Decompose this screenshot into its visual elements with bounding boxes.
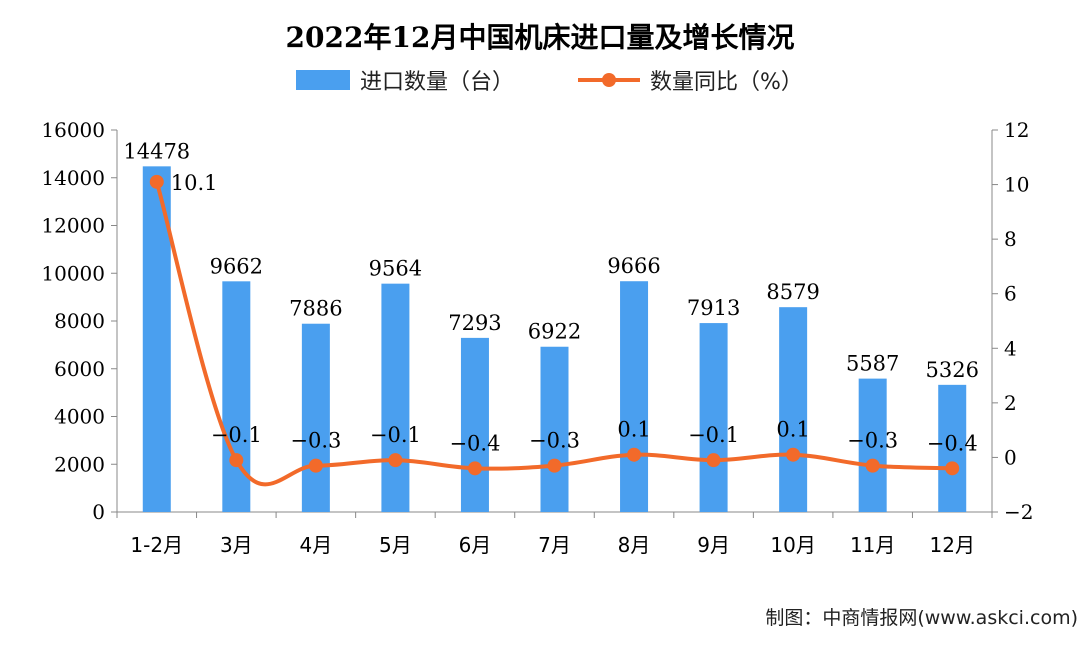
line-point <box>308 458 323 473</box>
x-tick-label: 5月 <box>379 533 412 557</box>
bar-value-label: 14478 <box>123 139 190 163</box>
line-value-label: −0.3 <box>847 429 898 453</box>
bar <box>858 378 887 512</box>
line-value-label: −0.1 <box>211 423 262 447</box>
y-right-tick-label: 4 <box>1004 336 1017 360</box>
line-point <box>786 447 801 462</box>
y-left-tick-label: 8000 <box>54 309 105 333</box>
bar <box>381 283 410 512</box>
bar-value-label: 5587 <box>846 352 899 376</box>
bar-series <box>142 166 967 512</box>
line-point <box>229 453 244 468</box>
line-value-label: −0.1 <box>688 423 739 447</box>
y-left-tick-label: 6000 <box>54 357 105 381</box>
line-point <box>388 453 403 468</box>
y-right-tick-label: 8 <box>1004 227 1017 251</box>
bar-value-label: 9666 <box>607 254 660 278</box>
line-point <box>467 461 482 476</box>
x-tick-label: 8月 <box>618 533 651 557</box>
bar-value-label: 7886 <box>289 297 342 321</box>
y-left-tick-label: 14000 <box>41 166 105 190</box>
line-value-label: −0.1 <box>370 423 421 447</box>
legend-line-marker <box>602 73 616 87</box>
line-series <box>149 174 960 487</box>
line-point <box>945 461 960 476</box>
bar <box>620 281 649 512</box>
y-left-tick-label: 4000 <box>54 405 105 429</box>
x-tick-label: 9月 <box>697 533 730 557</box>
x-tick-label: 4月 <box>299 533 332 557</box>
chart-title: 2022年12月中国机床进口量及增长情况 <box>286 21 795 54</box>
y-right-tick-label: 10 <box>1004 173 1029 197</box>
line-point <box>149 174 164 189</box>
bar-value-label: 5326 <box>926 358 979 382</box>
x-tick-label: 11月 <box>850 533 895 557</box>
bar-value-label: 7293 <box>448 311 501 335</box>
bar <box>938 384 967 512</box>
line-value-label: 0.1 <box>617 418 650 442</box>
x-tick-label: 10月 <box>770 533 815 557</box>
bar <box>222 281 251 512</box>
x-tick-label: 6月 <box>459 533 492 557</box>
bar-value-label: 9662 <box>210 254 263 278</box>
line-value-label: −0.3 <box>290 429 341 453</box>
y-left-tick-label: 16000 <box>41 118 105 142</box>
x-tick-label: 7月 <box>538 533 571 557</box>
line-point <box>865 458 880 473</box>
bar <box>540 346 569 512</box>
bar <box>301 323 330 512</box>
y-right-tick-label: −2 <box>1004 500 1033 524</box>
bar-value-label: 7913 <box>687 296 740 320</box>
y-left-tick-label: 0 <box>92 500 105 524</box>
y-left-tick-label: 2000 <box>54 452 105 476</box>
x-tick-label: 3月 <box>220 533 253 557</box>
line-point <box>627 447 642 462</box>
legend-bar-swatch <box>296 70 350 90</box>
x-tick-label: 1-2月 <box>130 533 183 557</box>
y-left-tick-label: 12000 <box>41 214 105 238</box>
y-right-tick-label: 0 <box>1004 445 1017 469</box>
bar-value-label: 8579 <box>766 280 819 304</box>
line-value-label: −0.3 <box>529 429 580 453</box>
y-right-tick-label: 6 <box>1004 282 1017 306</box>
y-right-tick-label: 12 <box>1004 118 1029 142</box>
bar <box>460 337 489 512</box>
legend: 进口数量（台） 数量同比（%） <box>296 70 803 95</box>
y-right-tick-label: 2 <box>1004 391 1017 415</box>
line-point <box>547 458 562 473</box>
line-value-label: 0.1 <box>776 418 809 442</box>
data-labels: 14478 9662 7886 9564 7293 6922 9666 7913 8579 558… <box>123 139 979 455</box>
axes: 0 2000 4000 6000 8000 10000 12000 14000 16000 −2 0… <box>41 118 1033 557</box>
line-point <box>706 453 721 468</box>
bar <box>779 307 808 512</box>
y-left-tick-label: 10000 <box>41 261 105 285</box>
line-value-label: −0.4 <box>449 431 500 455</box>
x-tick-label: 12月 <box>930 533 975 557</box>
line-value-label: −0.4 <box>927 431 978 455</box>
legend-bar-label: 进口数量（台） <box>360 70 514 95</box>
bar-value-label: 9564 <box>369 257 422 281</box>
legend-line-label: 数量同比（%） <box>650 70 803 95</box>
line-value-label: 10.1 <box>171 171 218 195</box>
source-note: 制图：中商情报网(www.askci.com) <box>765 607 1078 629</box>
bar-value-label: 6922 <box>528 320 581 344</box>
bar <box>699 323 728 512</box>
